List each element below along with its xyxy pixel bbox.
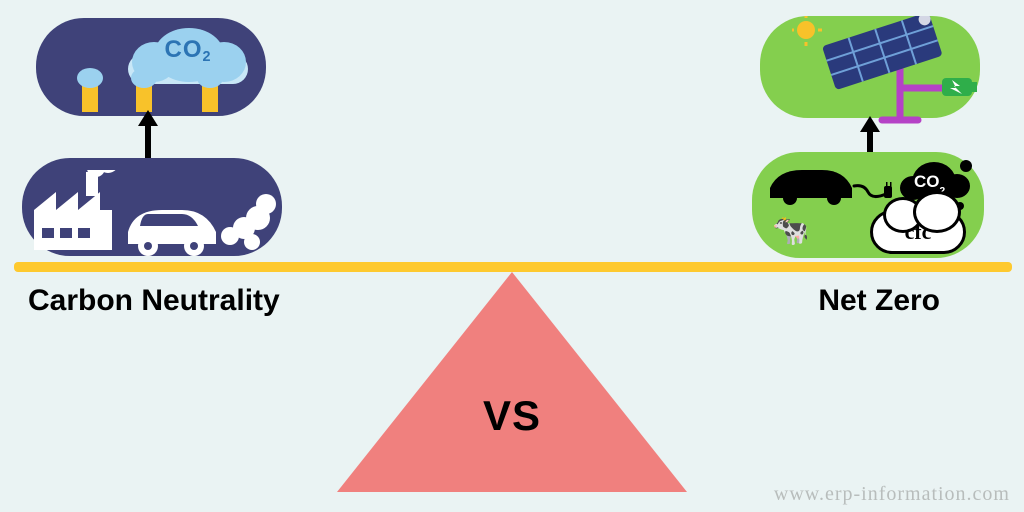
- smokestack-icon: [202, 84, 218, 112]
- solar-panel-icon: [792, 16, 982, 131]
- right-label: Net Zero: [818, 284, 940, 318]
- scale-fulcrum: [337, 272, 687, 492]
- smokestack-icon: [136, 84, 152, 112]
- left-label: Carbon Neutrality: [28, 284, 280, 318]
- cfc-cloud-icon: cfc: [870, 210, 966, 254]
- watermark: www.erp-information.com: [774, 483, 1010, 506]
- factory-car-icon: [30, 170, 280, 256]
- co2-label: CO2: [128, 36, 248, 64]
- smokestack-icon: [82, 84, 98, 112]
- cfc-label: cfc: [873, 213, 963, 251]
- vs-text: VS: [483, 392, 541, 440]
- left-top-badge: CO2: [36, 18, 266, 116]
- ev-car-icon: [766, 162, 896, 211]
- infographic-stage: CO2: [0, 0, 1024, 512]
- cow-icon: 🐄: [772, 216, 809, 246]
- scale-beam: [14, 262, 1012, 272]
